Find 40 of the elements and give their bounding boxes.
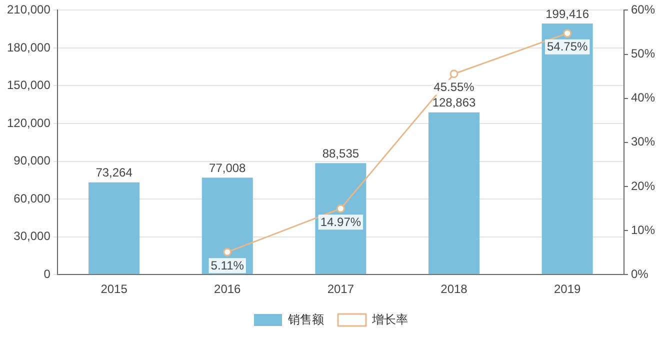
x-tick-label: 2018 [440,282,468,296]
bar [315,163,366,274]
data-label: 45.55% [434,80,475,94]
bar [428,112,480,274]
bar [542,24,593,274]
data-label: 73,264 [96,166,133,180]
data-label: 199,416 [546,6,590,21]
point [336,204,345,213]
y-tick-label: 210,000 [6,2,51,17]
point [223,248,232,256]
bar [202,178,253,274]
data-label: 128,863 [432,96,476,110]
point [450,70,458,78]
y2-tick-label: 60% [630,2,656,17]
y2-tick-label: 50% [630,46,656,61]
y-tick-label: 120,000 [6,116,51,130]
x-tick-label: 2019 [554,282,581,296]
data-label: 77,008 [209,160,246,175]
data-label: 54.75% [546,40,588,54]
y-tick-label: 150,000 [6,78,51,92]
data-label: 88,535 [322,146,360,160]
y-tick-label: 30,000 [14,229,51,244]
y-tick-label: 60,000 [14,191,51,206]
y2-tick-label: 10% [630,222,656,237]
x-tick-label: 2017 [327,282,354,296]
x-tick-label: 2016 [214,282,242,296]
data-label: 5.11% [210,258,244,272]
y-tick-label: 0 [44,266,51,281]
y2-tick-label: 30% [630,134,656,149]
data-label: 14.97% [320,214,362,229]
legend-label: 销售额 [287,312,324,326]
legend-label: 增长率 [371,312,408,326]
x-tick-label: 2015 [100,282,128,296]
point [563,29,572,38]
y-tick-label: 90,000 [14,154,51,168]
bar [88,182,140,274]
y2-tick-label: 20% [630,178,656,193]
y-tick-label: 180,000 [6,40,51,54]
y2-tick-label: 0% [630,266,649,281]
y2-tick-label: 40% [630,90,656,105]
